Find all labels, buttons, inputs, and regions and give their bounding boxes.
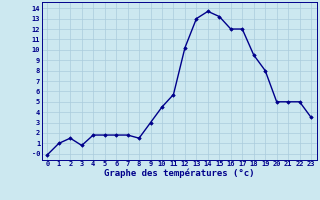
- X-axis label: Graphe des températures (°c): Graphe des températures (°c): [104, 169, 254, 178]
